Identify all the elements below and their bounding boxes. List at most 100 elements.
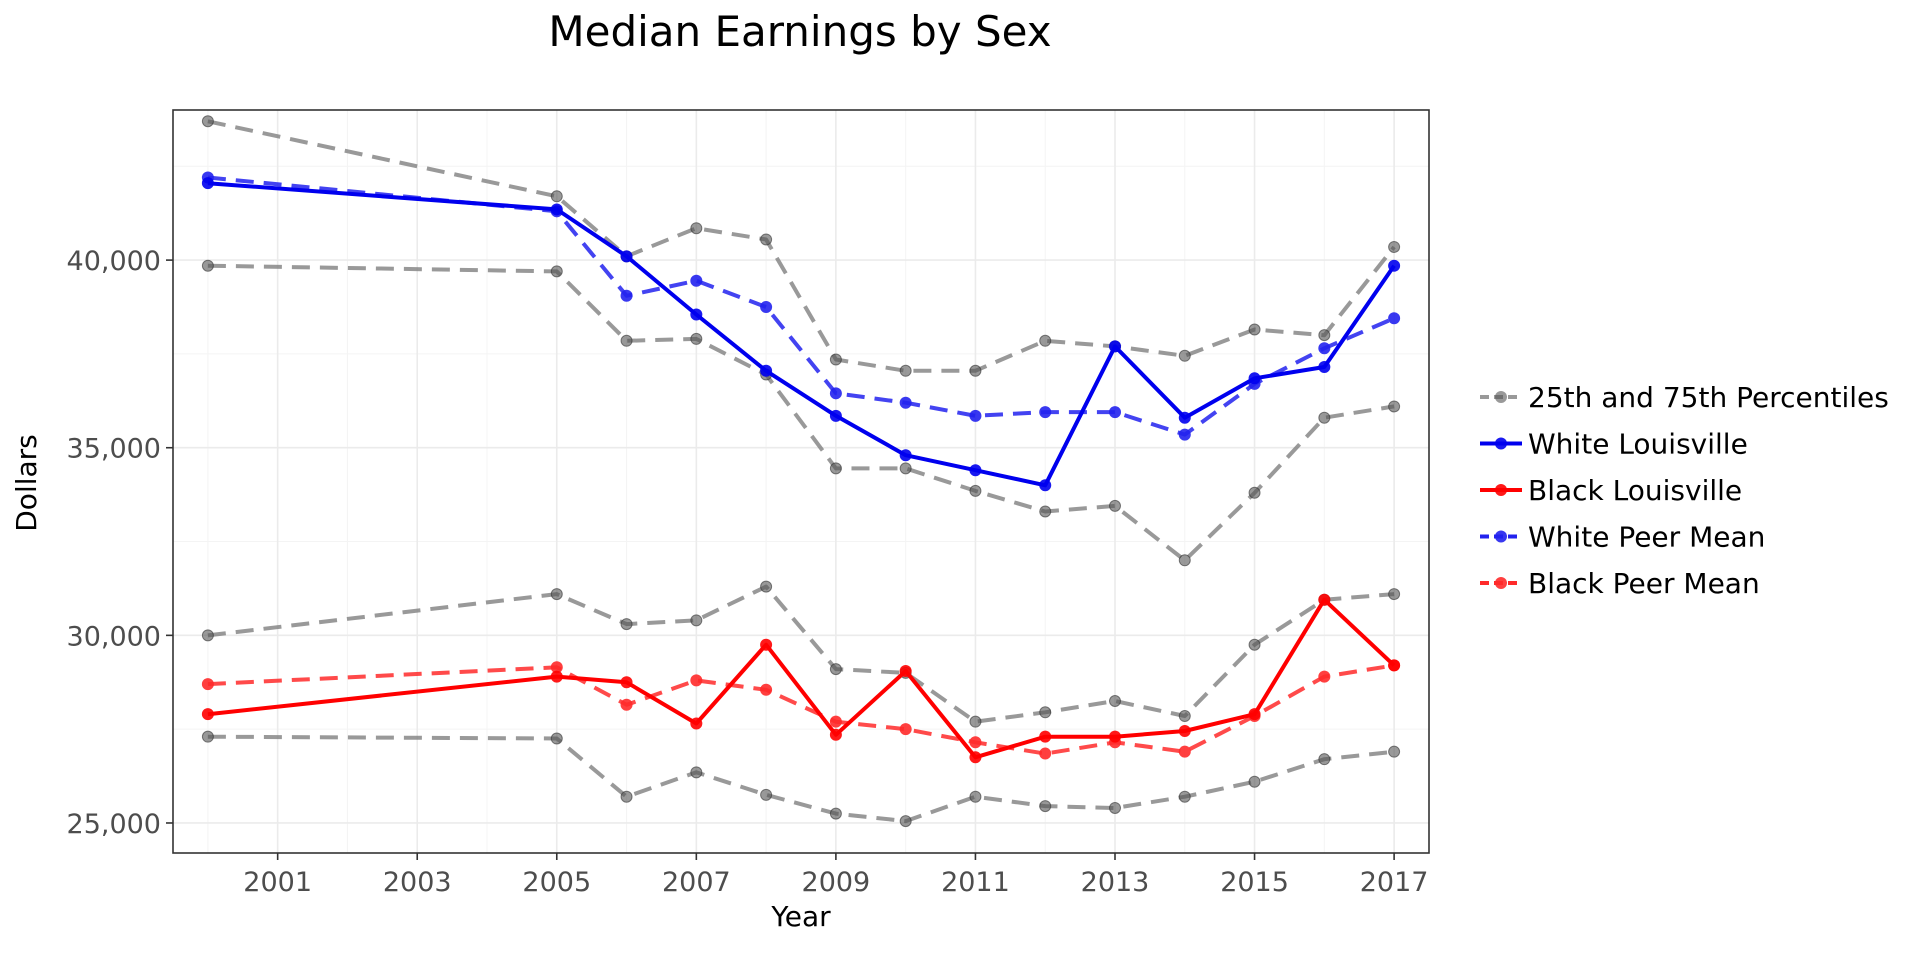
series-black-peer-mean	[201, 659, 1401, 760]
x-tick-label: 2003	[383, 867, 452, 898]
legend-item: White Louisville	[1480, 428, 1748, 461]
data-point	[690, 332, 703, 345]
data-point	[899, 396, 912, 409]
series-white-p25	[201, 259, 1401, 567]
x-axis-title: Year	[770, 900, 831, 933]
data-point	[1039, 747, 1052, 760]
data-point	[1109, 801, 1121, 814]
data-point	[969, 484, 982, 497]
legend-item: 25th and 75th Percentiles	[1480, 381, 1889, 414]
data-point	[760, 364, 773, 377]
data-point	[899, 815, 912, 828]
data-point	[1248, 323, 1261, 336]
data-point	[899, 364, 912, 377]
data-point	[1178, 349, 1191, 362]
data-point	[1039, 505, 1052, 518]
data-point	[550, 661, 563, 674]
data-point	[620, 334, 633, 347]
plot-panel-border	[172, 109, 1430, 854]
data-point	[1248, 638, 1261, 651]
data-point	[550, 670, 563, 683]
data-point	[829, 728, 842, 741]
data-point	[899, 449, 912, 462]
x-tick-label: 2005	[522, 867, 591, 898]
series-white-p75	[201, 115, 1401, 377]
x-tick-label: 2011	[941, 867, 1010, 898]
data-point	[829, 715, 842, 728]
data-point	[1248, 775, 1261, 788]
series-line	[207, 181, 1396, 488]
data-point	[1388, 312, 1401, 325]
data-point	[1109, 695, 1121, 708]
data-point	[201, 708, 214, 721]
data-point	[969, 409, 982, 422]
data-point	[1109, 406, 1121, 419]
data-point	[620, 790, 633, 803]
legend-label: Black Louisville	[1528, 474, 1742, 507]
data-point	[1039, 730, 1052, 743]
data-point	[201, 730, 214, 743]
data-point	[201, 177, 214, 190]
data-point	[760, 638, 773, 651]
legend-label: White Louisville	[1528, 428, 1748, 461]
data-point	[760, 683, 773, 696]
chart-title: Median Earnings by Sex	[548, 7, 1051, 56]
data-point	[690, 717, 703, 730]
x-tick-label: 2009	[802, 867, 871, 898]
data-point	[620, 676, 633, 689]
series-line	[207, 584, 1395, 724]
legend-key-point	[1495, 530, 1507, 543]
data-point	[1039, 706, 1052, 719]
series-line	[207, 597, 1396, 760]
data-point	[201, 259, 214, 272]
series-black-p25	[201, 730, 1401, 828]
data-point	[829, 663, 842, 676]
data-point	[201, 678, 214, 691]
data-point	[969, 364, 982, 377]
data-point	[550, 203, 563, 216]
legend-key-point	[1495, 391, 1507, 403]
data-point	[620, 289, 633, 302]
data-point	[1248, 708, 1261, 721]
data-point	[690, 274, 703, 287]
y-tick-label: 30,000	[67, 621, 161, 652]
x-tick-label: 2015	[1220, 867, 1289, 898]
data-point	[969, 736, 982, 749]
series-black-louisville	[201, 593, 1401, 764]
data-point	[969, 790, 982, 803]
data-point	[969, 751, 982, 764]
data-point	[829, 807, 842, 820]
legend-key-point	[1495, 484, 1507, 496]
data-point	[550, 265, 563, 278]
data-point	[1318, 753, 1331, 766]
data-point	[1318, 342, 1331, 355]
series-line	[207, 734, 1395, 824]
data-point	[1248, 486, 1261, 499]
data-point	[690, 308, 703, 321]
data-point	[1039, 334, 1052, 347]
data-point	[1388, 588, 1401, 601]
legend-label: 25th and 75th Percentiles	[1528, 381, 1889, 414]
y-tick-label: 40,000	[67, 246, 161, 277]
data-point	[1388, 400, 1401, 413]
major-grid	[173, 110, 1429, 853]
x-axis: 2001 2003 2005 2007 2009 2011 2013 2015 2017	[243, 853, 1428, 898]
series-layer	[201, 115, 1401, 828]
data-point	[899, 462, 912, 475]
y-tick-label: 35,000	[67, 434, 161, 465]
data-point	[829, 462, 842, 475]
data-point	[760, 233, 773, 246]
series-line	[207, 119, 1396, 373]
minor-grid	[173, 110, 1429, 853]
x-tick-label: 2017	[1360, 867, 1429, 898]
series-black-p75	[201, 580, 1401, 728]
series-white-louisville	[201, 177, 1401, 492]
data-point	[760, 580, 773, 593]
data-point	[899, 665, 912, 678]
data-point	[1178, 725, 1191, 738]
legend: 25th and 75th Percentiles White Louisvill…	[1480, 381, 1889, 600]
x-tick-label: 2013	[1081, 867, 1150, 898]
x-tick-label: 2001	[243, 867, 312, 898]
data-point	[620, 618, 633, 631]
legend-item: Black Louisville	[1480, 474, 1742, 507]
